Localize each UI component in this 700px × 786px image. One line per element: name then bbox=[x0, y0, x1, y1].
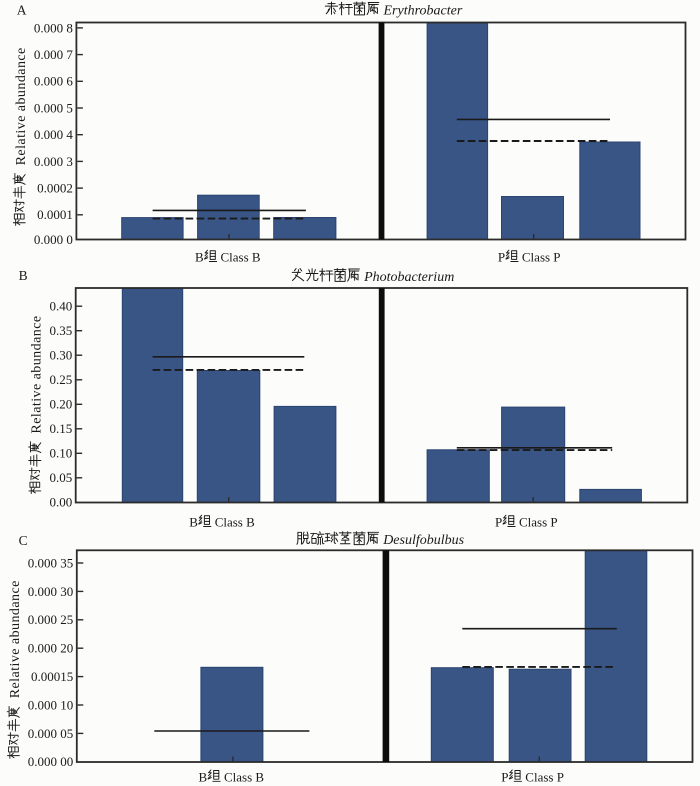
svg-text:Relative abundance: Relative abundance bbox=[8, 580, 23, 698]
svg-text:0.35: 0.35 bbox=[49, 323, 72, 338]
svg-text:0.000 30: 0.000 30 bbox=[28, 584, 74, 599]
svg-text:0.000 8: 0.000 8 bbox=[34, 20, 73, 35]
svg-text:Erythrobacter: Erythrobacter bbox=[383, 3, 463, 18]
svg-text:Desulfobulbus: Desulfobulbus bbox=[382, 533, 464, 548]
svg-text:B: B bbox=[199, 770, 208, 785]
svg-text:0.40: 0.40 bbox=[49, 299, 72, 314]
svg-text:0.25: 0.25 bbox=[49, 372, 72, 387]
svg-text:0.000 6: 0.000 6 bbox=[34, 74, 74, 89]
svg-text:0.0002: 0.0002 bbox=[37, 181, 73, 196]
svg-text:0.05: 0.05 bbox=[49, 470, 72, 485]
svg-text:Class P: Class P bbox=[519, 515, 558, 530]
svg-text:0.20: 0.20 bbox=[49, 397, 72, 412]
svg-text:0.00015: 0.00015 bbox=[31, 669, 73, 684]
svg-text:P: P bbox=[498, 250, 505, 265]
svg-text:B: B bbox=[189, 515, 198, 530]
svg-text:Class B: Class B bbox=[224, 770, 264, 785]
svg-text:P: P bbox=[501, 770, 508, 785]
svg-text:0.10: 0.10 bbox=[49, 446, 72, 461]
svg-text:0.00: 0.00 bbox=[49, 495, 72, 510]
svg-text:0.000 35: 0.000 35 bbox=[28, 555, 74, 570]
svg-text:0.000 20: 0.000 20 bbox=[28, 641, 74, 656]
svg-text:B: B bbox=[195, 250, 204, 265]
svg-text:Class P: Class P bbox=[522, 250, 561, 265]
svg-text:C: C bbox=[19, 533, 28, 548]
svg-text:0.000 4: 0.000 4 bbox=[34, 127, 74, 142]
svg-text:A: A bbox=[17, 3, 27, 18]
svg-text:Photobacterium: Photobacterium bbox=[363, 270, 454, 285]
svg-text:0.000 25: 0.000 25 bbox=[28, 612, 74, 627]
svg-text:P: P bbox=[495, 515, 502, 530]
svg-text:Relative abundance: Relative abundance bbox=[14, 47, 29, 165]
svg-text:Class P: Class P bbox=[525, 770, 564, 785]
svg-text:B: B bbox=[19, 268, 28, 283]
svg-text:0.000 10: 0.000 10 bbox=[28, 697, 74, 712]
svg-text:0.000 0: 0.000 0 bbox=[34, 232, 73, 247]
svg-text:0.15: 0.15 bbox=[49, 421, 72, 436]
svg-text:0.000 3: 0.000 3 bbox=[34, 154, 73, 169]
svg-text:Class B: Class B bbox=[221, 250, 261, 265]
svg-text:Class B: Class B bbox=[215, 515, 255, 530]
svg-text:0.30: 0.30 bbox=[49, 348, 72, 363]
svg-text:0.000 05: 0.000 05 bbox=[28, 726, 74, 741]
svg-text:0.000 7: 0.000 7 bbox=[34, 47, 74, 62]
svg-text:Relative abundance: Relative abundance bbox=[29, 315, 44, 433]
svg-text:0.0001: 0.0001 bbox=[37, 207, 73, 222]
svg-text:0.000 00: 0.000 00 bbox=[28, 754, 74, 769]
svg-text:0.000 5: 0.000 5 bbox=[34, 100, 73, 115]
